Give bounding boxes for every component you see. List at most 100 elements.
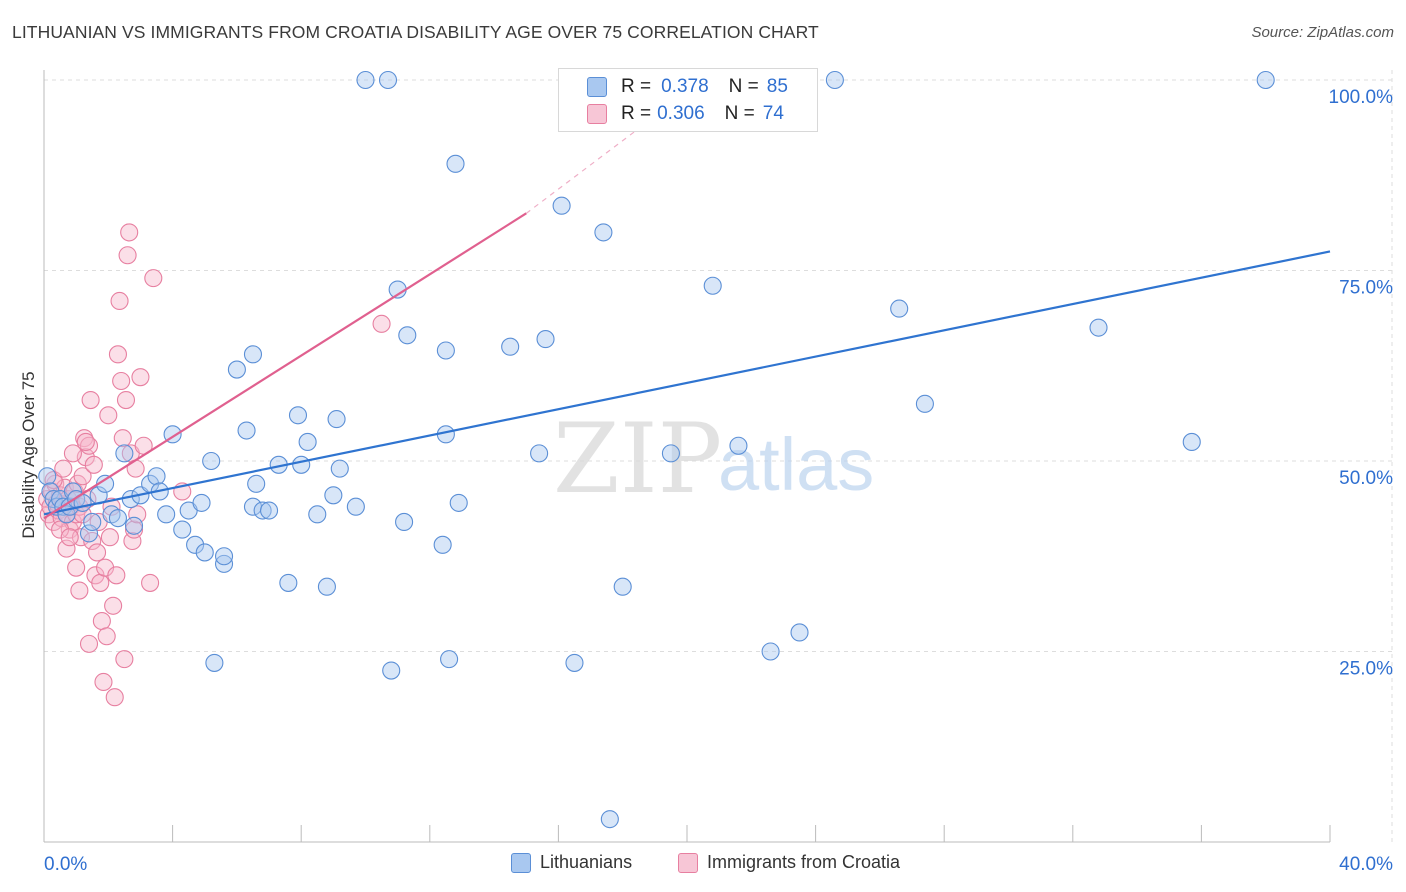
data-point-croatia [57,539,76,558]
data-point-lithuanians [259,501,279,520]
data-point-croatia [94,672,113,692]
data-point-lithuanians [147,467,166,486]
data-point-lithuanians [729,436,748,455]
stats-row-lithuanians: R = 0.378 N = 85 [559,73,788,101]
stats-n-label: N = [724,103,755,124]
legend-swatch-pink [678,852,698,873]
data-point-croatia [91,573,110,592]
legend-swatch-blue [511,852,531,873]
data-point-croatia [112,371,131,391]
legend: Lithuanians Immigrants from Croatia [0,852,1406,878]
data-point-lithuanians [327,410,346,429]
data-point-lithuanians [661,444,680,463]
data-point-lithuanians [214,547,234,566]
data-point-croatia [124,520,144,539]
data-point-croatia [92,611,111,631]
data-point-lithuanians [552,196,571,215]
data-point-lithuanians [440,650,459,669]
data-point-croatia [108,345,127,364]
data-point-lithuanians [890,299,909,318]
data-point-lithuanians [173,520,192,539]
data-point-lithuanians [1182,432,1201,452]
data-point-lithuanians [825,70,844,90]
data-point-lithuanians [790,623,809,642]
stats-n-value: 85 [766,76,788,97]
stats-swatch-pink [587,104,607,124]
data-point-lithuanians [279,573,298,592]
watermark-zip: ZIP [553,403,722,515]
data-point-lithuanians [298,432,317,452]
stats-r-label: R = [621,76,652,97]
stats-r-label: R = [621,103,652,124]
data-point-croatia [67,558,86,577]
data-point-croatia [110,291,129,311]
data-point-croatia [70,581,89,600]
data-point-lithuanians [247,474,266,493]
data-point-lithuanians [186,535,205,554]
data-point-lithuanians [202,451,221,471]
legend-label: Lithuanians [540,852,633,872]
data-point-croatia [113,429,132,448]
data-point-croatia [372,314,391,333]
data-point-lithuanians [115,444,134,463]
stats-swatch-blue [587,77,607,97]
data-point-lithuanians [237,421,256,440]
data-point-lithuanians [308,505,327,524]
stats-r-value: 0.306 [657,103,705,124]
data-point-lithuanians [594,223,613,242]
data-point-lithuanians [449,493,468,512]
data-point-lithuanians [124,516,144,535]
data-point-lithuanians [382,661,401,680]
data-point-croatia [100,528,119,547]
data-point-lithuanians [613,577,632,596]
stats-r-value: 0.378 [661,76,709,97]
data-point-croatia [99,406,118,425]
data-point-lithuanians [214,554,234,573]
trend-line-lithuanians [43,250,1331,516]
data-point-croatia [63,444,82,463]
gridlines [44,70,1393,842]
data-point-lithuanians [1089,318,1108,337]
data-point-croatia [126,459,145,478]
data-point-lithuanians [398,326,417,345]
data-point-croatia [84,455,103,474]
y-tick-label: 50.0% [1339,468,1393,489]
data-point-lithuanians [288,406,308,425]
legend-label: Immigrants from Croatia [707,852,901,872]
data-point-croatia [60,528,79,547]
series-croatia-points [38,223,391,707]
data-point-lithuanians [243,345,263,364]
data-point-lithuanians [703,276,722,295]
data-point-croatia [87,543,107,562]
data-point-croatia [115,650,134,669]
data-point-lithuanians [79,524,99,543]
x-tick-label: 0.0% [44,854,87,875]
data-point-croatia [141,573,160,592]
stats-n-label: N = [728,76,759,97]
data-point-lithuanians [446,154,465,173]
data-point-lithuanians [536,330,555,349]
watermark-atlas: atlas [718,423,874,506]
data-point-croatia [118,246,137,265]
data-point-lithuanians [356,70,375,90]
data-point-croatia [107,566,126,585]
legend-item-croatia[interactable]: Immigrants from Croatia [678,852,900,873]
data-point-lithuanians [565,653,584,672]
y-tick-label: 100.0% [1329,87,1394,108]
data-point-lithuanians [330,459,349,478]
data-point-croatia [116,390,136,410]
data-point-croatia [131,368,150,387]
data-point-lithuanians [395,512,414,532]
series-lithuanians-points [38,70,1275,829]
data-point-croatia [144,269,163,288]
data-point-lithuanians [600,810,619,829]
stats-row-croatia: R = 0.306 N = 74 [559,100,784,128]
data-point-lithuanians [38,467,57,486]
data-point-croatia [123,531,142,551]
data-point-lithuanians [436,341,455,360]
legend-item-lithuanians[interactable]: Lithuanians [511,852,632,873]
data-point-croatia [79,634,99,653]
data-point-lithuanians [253,501,272,520]
data-point-croatia [104,596,123,615]
